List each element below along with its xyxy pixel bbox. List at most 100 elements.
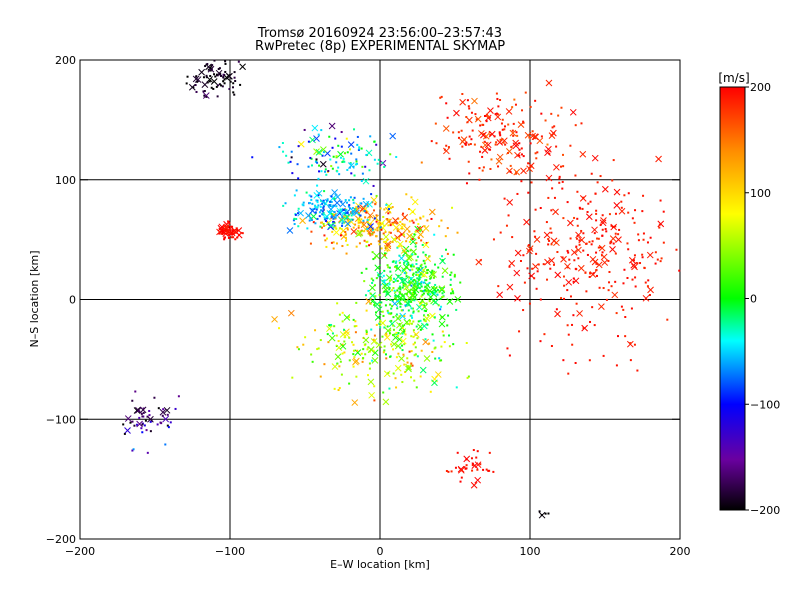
data-point-dot: [377, 240, 380, 243]
data-point-dot: [479, 463, 482, 466]
data-point-dot: [355, 301, 358, 304]
data-point-x: [431, 379, 438, 387]
data-point-x: [532, 263, 539, 270]
data-point-dot: [231, 225, 234, 228]
data-point-dot: [403, 261, 406, 264]
data-point-dot: [578, 206, 581, 209]
data-point-dot: [389, 270, 392, 273]
data-point-dot: [323, 190, 326, 193]
data-point-x: [589, 255, 597, 263]
data-point-dot: [632, 259, 635, 262]
data-point-dot: [422, 251, 425, 254]
data-point-dot: [394, 238, 397, 241]
data-point-dot: [499, 134, 502, 137]
data-point-dot: [344, 236, 347, 239]
data-point-dot: [320, 170, 323, 173]
data-point-dot: [410, 265, 413, 268]
data-point-x: [326, 325, 333, 333]
data-point-dot: [370, 328, 373, 331]
data-point-x: [163, 406, 171, 414]
data-point-dot: [144, 419, 147, 422]
data-point-dot: [365, 330, 368, 333]
data-point-dot: [608, 281, 611, 284]
data-point-x: [216, 228, 223, 236]
data-point-x: [545, 174, 553, 182]
colorbar-tick-label: −200: [750, 504, 780, 517]
data-point-dot: [415, 325, 418, 328]
data-point-dot: [352, 201, 355, 204]
data-point-dot: [379, 226, 382, 229]
data-point-dot: [296, 163, 299, 166]
data-point-dot: [310, 195, 313, 198]
data-point-dot: [560, 106, 563, 109]
data-point-x: [600, 217, 607, 224]
data-point-dot: [408, 255, 411, 258]
data-point-dot: [343, 160, 346, 163]
data-point-dot: [153, 396, 156, 399]
data-point-dot: [438, 359, 441, 362]
data-point-dot: [232, 82, 235, 85]
data-point-dot: [371, 251, 374, 254]
data-point-dot: [445, 102, 448, 105]
data-point-dot: [482, 166, 485, 169]
data-point-x: [591, 226, 598, 234]
data-point-dot: [333, 211, 336, 214]
data-point-dot: [135, 423, 138, 426]
data-point-dot: [326, 333, 329, 336]
data-point-x: [382, 233, 390, 241]
data-point-dot: [585, 242, 588, 245]
data-point-dot: [321, 210, 324, 213]
data-point-dot: [382, 274, 385, 277]
data-point-dot: [131, 420, 134, 423]
data-point-x: [389, 132, 397, 140]
data-point-dot: [576, 224, 579, 227]
data-point-x: [420, 322, 428, 330]
data-point-x: [484, 141, 492, 149]
data-point-dot: [406, 322, 409, 325]
data-point-x: [360, 221, 368, 229]
data-point-dot: [588, 240, 591, 243]
data-point-dot: [467, 375, 470, 378]
data-point-x: [615, 236, 622, 243]
data-point-dot: [239, 83, 242, 86]
data-point-dot: [434, 122, 437, 125]
data-point-dot: [309, 242, 312, 245]
data-point-dot: [601, 228, 604, 231]
data-point-dot: [550, 345, 553, 348]
data-point-dot: [374, 202, 377, 205]
data-point-dot: [409, 281, 412, 284]
data-point-dot: [614, 280, 617, 283]
data-point-dot: [133, 424, 136, 427]
data-point-dot: [302, 201, 305, 204]
data-point-dot: [446, 227, 449, 230]
data-point-x: [398, 223, 406, 231]
data-point-dot: [356, 349, 359, 352]
data-point-dot: [387, 208, 390, 211]
data-point-dot: [323, 234, 326, 237]
data-point-x: [443, 147, 450, 155]
data-point-dot: [282, 150, 285, 153]
data-point-dot: [354, 331, 357, 334]
data-point-dot: [607, 259, 610, 262]
data-point-dot: [425, 279, 428, 282]
data-point-dot: [666, 318, 669, 321]
data-point-dot: [396, 264, 399, 267]
data-point-dot: [407, 208, 410, 211]
data-point-x: [328, 122, 336, 130]
data-point-dot: [314, 211, 317, 214]
data-point-x: [545, 79, 553, 87]
data-point-dot: [311, 202, 314, 205]
data-point-dot: [322, 199, 325, 202]
data-point-dot: [360, 352, 363, 355]
data-point-dot: [346, 168, 349, 171]
data-point-x: [375, 341, 383, 349]
data-point-dot: [365, 309, 368, 312]
data-point-dot: [382, 391, 385, 394]
data-point-x: [599, 219, 607, 227]
data-point-x: [383, 281, 391, 289]
data-point-dot: [303, 128, 306, 131]
data-point-dot: [509, 170, 512, 173]
data-point-dot: [397, 334, 400, 337]
data-point-x: [394, 364, 402, 372]
data-point-dot: [465, 115, 468, 118]
